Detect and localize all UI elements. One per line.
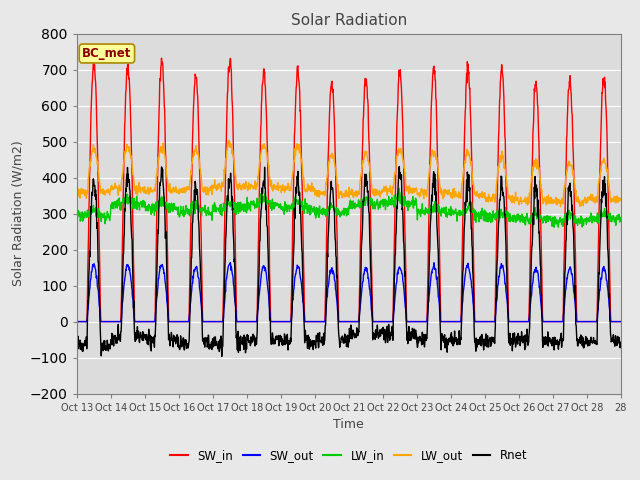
LW_in bbox=[557, 216, 565, 222]
SW_in bbox=[157, 55, 165, 61]
Rnet bbox=[324, 229, 332, 235]
SW_out bbox=[477, 319, 485, 324]
LW_in bbox=[477, 216, 485, 222]
SW_out bbox=[324, 283, 332, 288]
Rnet bbox=[73, 342, 81, 348]
LW_in bbox=[324, 206, 332, 212]
LW_in bbox=[555, 224, 563, 230]
Rnet bbox=[158, 165, 166, 170]
LW_out bbox=[557, 201, 565, 206]
Line: LW_out: LW_out bbox=[77, 140, 621, 207]
LW_in bbox=[73, 212, 81, 218]
Rnet bbox=[611, 339, 618, 345]
Rnet bbox=[335, 331, 342, 337]
Line: Rnet: Rnet bbox=[77, 167, 621, 357]
LW_out bbox=[158, 145, 166, 151]
SW_out bbox=[73, 319, 81, 324]
SW_in bbox=[324, 148, 332, 154]
Rnet bbox=[557, 330, 565, 336]
Legend: SW_in, SW_out, LW_in, LW_out, Rnet: SW_in, SW_out, LW_in, LW_out, Rnet bbox=[166, 444, 532, 467]
SW_out bbox=[617, 319, 625, 324]
LW_in bbox=[396, 185, 403, 191]
SW_out bbox=[158, 262, 166, 268]
SW_in bbox=[158, 60, 166, 65]
SW_out bbox=[227, 260, 234, 265]
LW_out bbox=[335, 196, 342, 202]
Title: Solar Radiation: Solar Radiation bbox=[291, 13, 407, 28]
SW_in bbox=[610, 319, 618, 324]
SW_out bbox=[335, 319, 342, 324]
SW_in bbox=[477, 319, 485, 324]
SW_in bbox=[73, 319, 81, 324]
LW_in bbox=[335, 212, 342, 217]
LW_out bbox=[73, 188, 81, 193]
LW_out bbox=[617, 195, 625, 201]
Text: BC_met: BC_met bbox=[82, 47, 132, 60]
LW_in bbox=[611, 219, 618, 225]
LW_in bbox=[158, 194, 166, 200]
SW_out bbox=[610, 319, 618, 324]
SW_in bbox=[335, 319, 342, 324]
Line: LW_in: LW_in bbox=[77, 188, 621, 227]
LW_in bbox=[617, 215, 625, 220]
Rnet bbox=[617, 339, 625, 345]
Y-axis label: Solar Radiation (W/m2): Solar Radiation (W/m2) bbox=[12, 141, 24, 287]
Line: SW_out: SW_out bbox=[77, 263, 621, 322]
SW_in bbox=[557, 319, 564, 324]
LW_out bbox=[611, 199, 618, 204]
LW_out bbox=[225, 137, 233, 143]
LW_out bbox=[557, 204, 564, 210]
Rnet bbox=[477, 336, 485, 341]
Rnet bbox=[218, 354, 225, 360]
SW_in bbox=[617, 319, 625, 324]
LW_out bbox=[477, 194, 485, 200]
Rnet bbox=[396, 164, 403, 169]
Line: SW_in: SW_in bbox=[77, 58, 621, 322]
SW_out bbox=[557, 319, 564, 324]
LW_out bbox=[324, 163, 332, 169]
X-axis label: Time: Time bbox=[333, 418, 364, 431]
